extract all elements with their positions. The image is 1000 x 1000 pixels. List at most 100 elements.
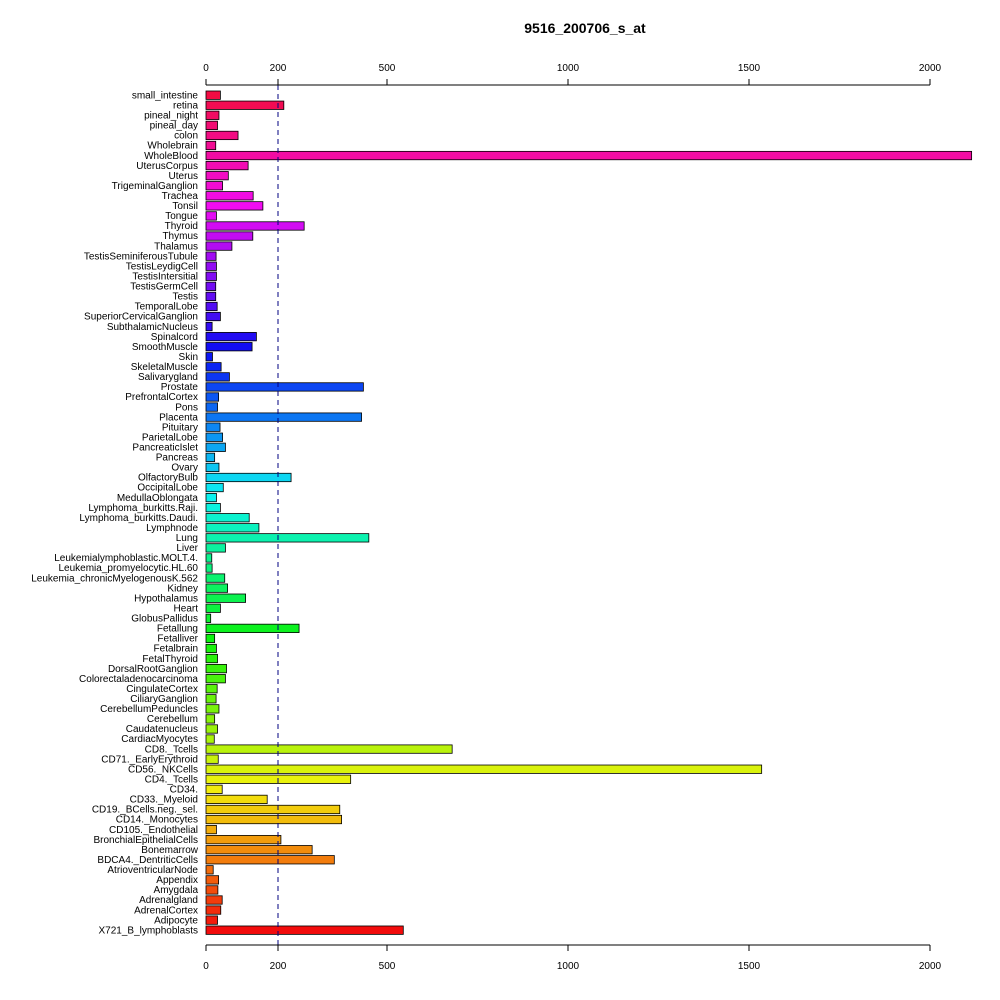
category-label: Spinalcord bbox=[151, 332, 198, 343]
top-axis-tick-label: 1000 bbox=[557, 63, 580, 74]
bar bbox=[205, 161, 249, 171]
category-label: Leukemia_promyelocytic.HL.60 bbox=[58, 563, 198, 574]
bar bbox=[205, 603, 221, 613]
bar bbox=[205, 523, 260, 533]
bar bbox=[205, 452, 216, 462]
category-label: small_intestine bbox=[132, 90, 199, 101]
bar bbox=[205, 412, 362, 422]
bar bbox=[205, 784, 223, 794]
bar bbox=[205, 492, 217, 503]
category-label: TrigeminalGanglion bbox=[112, 181, 198, 192]
category-label: SubthalamicNucleus bbox=[107, 322, 198, 333]
bar bbox=[205, 804, 341, 815]
category-label: CD8._Tcells bbox=[145, 744, 198, 755]
bar bbox=[205, 181, 223, 191]
top-axis-tick-label: 200 bbox=[270, 63, 287, 74]
category-label: Liver bbox=[176, 543, 198, 554]
category-label: Pituitary bbox=[162, 422, 198, 433]
category-label: BronchialEpithelialCells bbox=[94, 835, 199, 846]
category-label: Lymphnode bbox=[146, 523, 198, 534]
bar bbox=[205, 231, 254, 241]
bar bbox=[205, 482, 224, 493]
bar bbox=[205, 140, 217, 151]
bar bbox=[205, 643, 217, 654]
category-label: Pons bbox=[175, 402, 198, 413]
bar bbox=[205, 794, 268, 805]
category-label: Heart bbox=[174, 603, 199, 614]
bar bbox=[205, 241, 233, 251]
bottom-axis-tick-label: 0 bbox=[203, 961, 209, 972]
category-label: Wholebrain bbox=[147, 141, 198, 152]
category-label: Uterus bbox=[169, 171, 198, 182]
bottom-axis-tick-label: 2000 bbox=[919, 961, 942, 972]
bar bbox=[205, 905, 222, 915]
top-axis-tick-label: 2000 bbox=[919, 63, 942, 74]
category-label: Leukemia_chronicMyelogenousK.562 bbox=[31, 573, 198, 584]
bar bbox=[205, 402, 218, 412]
category-label: PrefrontalCortex bbox=[125, 392, 198, 403]
bar bbox=[205, 754, 219, 764]
category-label: Prostate bbox=[161, 382, 199, 393]
category-label: Fetallung bbox=[157, 624, 198, 635]
category-label: X721_B_lymphoblasts bbox=[98, 925, 198, 936]
bar bbox=[205, 171, 229, 181]
category-label: CardiacMyocytes bbox=[121, 734, 198, 745]
bar bbox=[205, 613, 212, 623]
bar bbox=[205, 472, 292, 483]
category-label: Fetalliver bbox=[157, 634, 198, 645]
bar bbox=[205, 311, 221, 322]
bar bbox=[205, 543, 226, 553]
bar bbox=[205, 150, 973, 161]
bar bbox=[205, 321, 213, 332]
category-label: OccipitalLobe bbox=[137, 483, 198, 494]
bar bbox=[205, 885, 219, 895]
category-label: MedullaOblongata bbox=[117, 493, 199, 504]
bar bbox=[205, 281, 217, 291]
bar bbox=[205, 704, 220, 714]
category-label: CD34. bbox=[170, 785, 198, 796]
chart-title: 9516_200706_s_at bbox=[524, 20, 646, 36]
bar bbox=[205, 744, 453, 754]
bar bbox=[205, 362, 222, 372]
bottom-axis-tick-label: 200 bbox=[270, 961, 287, 972]
category-label: Appendix bbox=[156, 875, 198, 886]
category-label: BDCA4._DentriticCells bbox=[97, 855, 198, 866]
bar bbox=[205, 291, 217, 302]
bar bbox=[205, 462, 220, 473]
category-label: Colorectaladenocarcinoma bbox=[79, 674, 198, 685]
category-label: Fetalbrain bbox=[154, 644, 198, 655]
bar bbox=[205, 724, 218, 734]
category-label: Adipocyte bbox=[154, 915, 198, 926]
bar bbox=[205, 855, 335, 865]
category-label: Testis bbox=[172, 292, 198, 303]
bar bbox=[205, 653, 218, 664]
bar bbox=[205, 201, 264, 211]
category-label: AdrenalCortex bbox=[134, 905, 198, 916]
bar bbox=[205, 925, 404, 935]
category-label: FetalThyroid bbox=[142, 654, 198, 665]
category-label: Trachea bbox=[162, 191, 199, 202]
category-label: TestisIntersitial bbox=[132, 271, 198, 282]
category-label: pineal_night bbox=[144, 111, 198, 122]
bar bbox=[205, 392, 219, 402]
bottom-axis-tick-label: 1500 bbox=[738, 961, 761, 972]
category-label: PancreaticIslet bbox=[132, 443, 198, 454]
category-label: TestisSeminiferousTubule bbox=[84, 251, 199, 262]
bar bbox=[205, 915, 218, 925]
category-label: TemporalLobe bbox=[135, 302, 199, 313]
category-label: Hypothalamus bbox=[134, 593, 198, 604]
bar bbox=[205, 593, 246, 603]
category-label: CD4._Tcells bbox=[145, 774, 198, 785]
bottom-axis-tick-label: 500 bbox=[379, 961, 396, 972]
category-label: Pancreas bbox=[156, 453, 198, 464]
bar bbox=[205, 533, 370, 543]
bar bbox=[205, 664, 227, 674]
category-label: SkeletalMuscle bbox=[131, 362, 199, 373]
category-label: DorsalRootGanglion bbox=[108, 664, 198, 675]
bar bbox=[205, 583, 229, 593]
category-label: OlfactoryBulb bbox=[138, 473, 198, 484]
bar bbox=[205, 573, 226, 583]
top-axis-tick-label: 500 bbox=[379, 63, 396, 74]
top-axis-tick-label: 1500 bbox=[738, 63, 761, 74]
bar bbox=[205, 623, 300, 633]
